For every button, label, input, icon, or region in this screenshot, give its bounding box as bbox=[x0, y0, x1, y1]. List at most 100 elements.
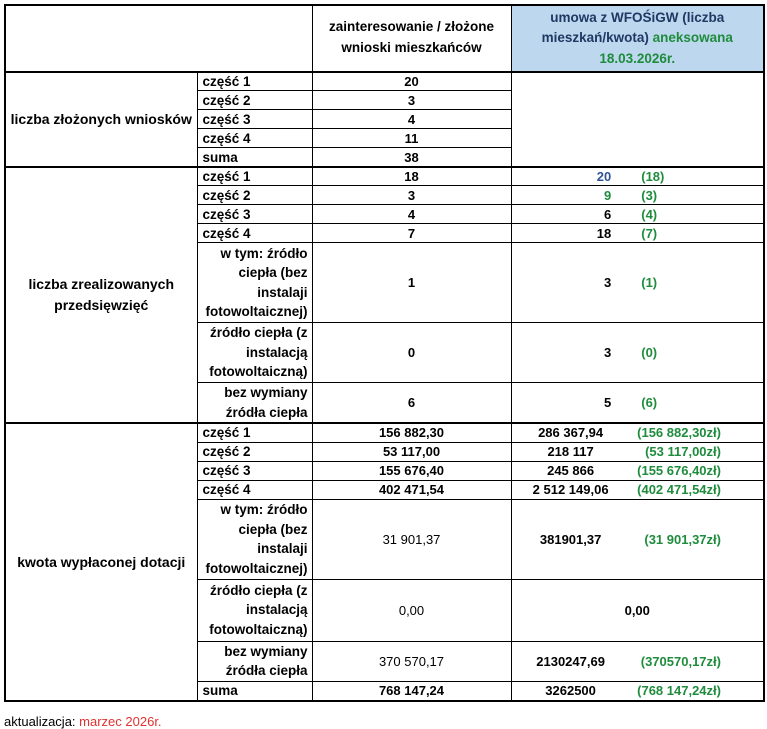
sub-label: część 4 bbox=[196, 128, 313, 149]
table-row: źródło ciepła (z instalacją fotowoltaicz… bbox=[5, 322, 765, 383]
table-row: suma 768 147,24 3262500 (768 147,24zł) bbox=[5, 680, 765, 702]
table-row: w tym: źródło ciepła (bez instalaji foto… bbox=[5, 498, 765, 580]
contract-value: 2 512 149,06 bbox=[532, 482, 609, 498]
sub-label: suma bbox=[196, 147, 313, 168]
group-title-completed-projects: liczba zrealizowanych przedsięwzięć bbox=[4, 165, 198, 424]
submitted-value: 18 bbox=[311, 165, 512, 187]
sub-label: w tym: źródło ciepła (bez instalaji foto… bbox=[196, 242, 313, 324]
table-row: kwota wypłaconej dotacji część 1 156 882… bbox=[4, 422, 765, 702]
contract-value: 6 bbox=[604, 206, 612, 222]
contract-value-cell: 2 512 149,06 (402 471,54zł) bbox=[510, 479, 765, 500]
submitted-value: 768 147,24 bbox=[311, 680, 512, 702]
contract-value: 381901,37 bbox=[539, 531, 602, 547]
table-row: bez wymiany źródła ciepła 370 570,17 213… bbox=[5, 640, 765, 682]
contract-paren-value: (3) bbox=[641, 187, 658, 203]
column-header-interest-label: zainteresowanie / złożone wnioski mieszk… bbox=[328, 19, 495, 56]
corner-empty-cell bbox=[4, 4, 313, 73]
contract-value-cell: 3 (1) bbox=[510, 242, 765, 324]
contract-value-cell: 381901,37 (31 901,37zł) bbox=[510, 498, 765, 580]
column-header-contract-annex: aneksowana 18.03.2026r. bbox=[599, 30, 733, 66]
contract-value: 286 367,94 bbox=[538, 425, 604, 441]
sub-label: część 2 bbox=[196, 90, 313, 111]
column-header-contract: umowa z WFOŚiGW (liczba mieszkań/kwota) … bbox=[510, 4, 765, 73]
submitted-value: 4 bbox=[311, 109, 512, 130]
contract-value: 18 bbox=[596, 225, 612, 241]
sub-label: część 2 bbox=[196, 441, 313, 462]
submitted-value: 0 bbox=[311, 322, 512, 383]
table-row: część 2 3 bbox=[5, 90, 764, 111]
sub-label: część 4 bbox=[196, 479, 313, 500]
contract-paren-value: (7) bbox=[641, 225, 658, 241]
sub-label: część 3 bbox=[196, 109, 313, 130]
contract-value: 218 117 bbox=[547, 444, 594, 460]
submitted-value: 31 901,37 bbox=[311, 498, 512, 580]
contract-value-cell: 3262500 (768 147,24zł) bbox=[510, 680, 765, 702]
contract-value: 20 bbox=[596, 169, 612, 184]
spreadsheet: zainteresowanie / złożone wnioski mieszk… bbox=[4, 4, 765, 703]
contract-value-cell: 2130247,69 (370570,17zł) bbox=[510, 640, 765, 682]
contract-paren-value: (0) bbox=[641, 345, 658, 361]
sub-label: część 2 bbox=[196, 185, 313, 206]
contract-value-cell: 5 (6) bbox=[510, 381, 765, 424]
contract-value: 9 bbox=[604, 187, 612, 203]
submitted-value: 3 bbox=[311, 90, 512, 111]
table-row: liczba złożonych wniosków część 1 20 bbox=[4, 70, 765, 168]
sub-label: część 4 bbox=[196, 223, 313, 244]
contract-paren-value: (1) bbox=[641, 275, 658, 291]
sub-label: w tym: źródło ciepła (bez instalaji foto… bbox=[196, 498, 313, 580]
group-title-paid-grant-amount: kwota wypłaconej dotacji bbox=[4, 422, 198, 702]
sub-label: część 1 bbox=[196, 165, 313, 187]
contract-value-cell: 245 866 (155 676,40zł) bbox=[510, 460, 765, 481]
table-row: liczba zrealizowanych przedsięwzięć częś… bbox=[4, 165, 765, 424]
contract-value: 3 bbox=[604, 275, 612, 291]
contract-paren-value: (4) bbox=[641, 206, 658, 222]
contract-value: 245 866 bbox=[547, 463, 595, 479]
contract-value: 3262500 bbox=[545, 683, 596, 699]
sub-label: część 3 bbox=[196, 204, 313, 225]
contract-paren-value: (156 882,30zł) bbox=[637, 425, 721, 441]
sub-label: część 3 bbox=[196, 460, 313, 481]
sub-label: suma bbox=[196, 680, 313, 702]
contract-paren-value: (18) bbox=[641, 169, 665, 184]
column-header-interest: zainteresowanie / złożone wnioski mieszk… bbox=[311, 4, 512, 73]
table-row: w tym: źródło ciepła (bez instalaji foto… bbox=[5, 242, 765, 324]
contract-empty-cell bbox=[510, 70, 765, 168]
sub-label: bez wymiany źródła ciepła bbox=[196, 640, 313, 682]
submitted-value: 155 676,40 bbox=[311, 460, 512, 481]
report-table: zainteresowanie / złożone wnioski mieszk… bbox=[4, 4, 765, 703]
contract-paren-value: (402 471,54zł) bbox=[637, 482, 721, 498]
contract-value-cell: 286 367,94 (156 882,30zł) bbox=[510, 422, 765, 443]
sub-label: źródło ciepła (z instalacją fotowoltaicz… bbox=[196, 578, 313, 642]
contract-value-cell: 6 (4) bbox=[510, 204, 765, 225]
table-row: część 4 402 471,54 2 512 149,06 (402 471… bbox=[5, 479, 765, 500]
contract-value: 2130247,69 bbox=[536, 653, 605, 669]
contract-paren-value: (53 117,00zł) bbox=[645, 444, 721, 460]
sub-label: źródło ciepła (z instalacją fotowoltaicz… bbox=[196, 322, 313, 383]
contract-paren-value: (768 147,24zł) bbox=[637, 683, 721, 699]
submitted-value: 156 882,30 bbox=[311, 422, 512, 443]
contract-value-cell: 18 (7) bbox=[510, 223, 765, 244]
submitted-value: 11 bbox=[311, 128, 512, 149]
contract-value: 3 bbox=[604, 345, 612, 361]
contract-value-cell: 218 117 (53 117,00zł) bbox=[510, 441, 765, 462]
contract-paren-value: (6) bbox=[641, 395, 658, 410]
contract-paren-value: (370570,17zł) bbox=[640, 653, 721, 669]
sub-label: część 1 bbox=[196, 422, 313, 443]
update-note-label: aktualizacja: bbox=[4, 714, 76, 729]
table-row: część 3 4 6 (4) bbox=[5, 204, 765, 225]
submitted-value: 1 bbox=[311, 242, 512, 324]
submitted-value: 370 570,17 bbox=[311, 640, 512, 682]
submitted-value: 53 117,00 bbox=[311, 441, 512, 462]
update-note-date: marzec 2026r. bbox=[79, 714, 162, 729]
sub-label: bez wymiany źródła ciepła bbox=[196, 381, 313, 424]
table-row: część 4 11 bbox=[5, 128, 764, 149]
submitted-value: 3 bbox=[311, 185, 512, 206]
submitted-value: 7 bbox=[311, 223, 512, 244]
submitted-value: 20 bbox=[311, 70, 512, 92]
submitted-value: 4 bbox=[311, 204, 512, 225]
update-note: aktualizacja: marzec 2026r. bbox=[4, 714, 162, 729]
contract-value: 5 bbox=[604, 395, 612, 410]
header-row: zainteresowanie / złożone wnioski mieszk… bbox=[4, 4, 765, 73]
submitted-value: 38 bbox=[311, 147, 512, 168]
column-header-contract-label: umowa z WFOŚiGW (liczba mieszkań/kwota) bbox=[541, 10, 725, 46]
